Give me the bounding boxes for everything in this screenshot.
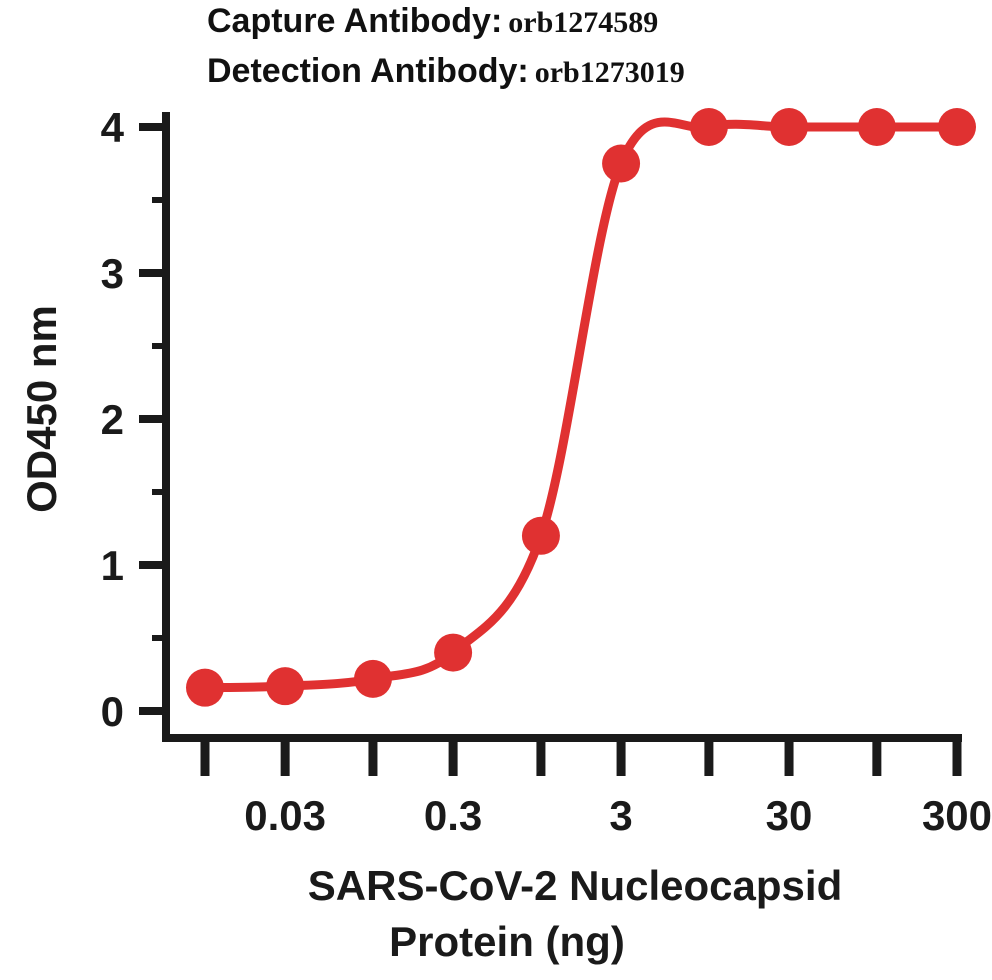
y-tick-label: 4 [101,104,125,151]
y-axis-ticks: 0 1 2 3 4 [101,104,166,735]
detection-antibody-label: Detection Antibody: [207,52,529,90]
y-tick-label: 0 [101,688,124,735]
capture-antibody-label: Capture Antibody: [207,2,503,40]
x-tick-label: 30 [766,792,813,839]
x-tick-label: 3 [609,792,632,839]
data-point [602,144,641,183]
capture-antibody-line: Capture Antibody: orb1274589 [207,2,658,41]
data-point [770,108,809,146]
y-tick-label: 2 [101,396,124,443]
y-tick-label: 1 [101,542,124,589]
detection-antibody-line: Detection Antibody: orb1273019 [207,52,685,91]
capture-antibody-value: orb1274589 [508,6,659,39]
x-tick-label: 300 [922,792,992,839]
x-tick-label: 0.3 [424,792,482,839]
series-line [200,117,962,693]
data-point [186,668,224,707]
x-tick-label: 0.03 [244,792,326,839]
data-point [521,516,560,555]
y-axis-label: OD450 nm [18,305,65,513]
axis-labels: OD450 nm SARS-CoV-2 Nucleocapsid Protein… [18,305,842,965]
x-axis-label-line-1: SARS-CoV-2 Nucleocapsid [308,862,842,909]
x-axis-ticks: 0.03 0.3 3 30 300 [200,738,992,839]
series-group [186,108,976,707]
data-point [353,659,392,698]
data-point [857,108,896,146]
data-point [689,108,728,146]
data-point [938,108,976,146]
x-axis-label-line-2: Protein (ng) [389,918,625,965]
detection-antibody-value: orb1273019 [534,56,685,89]
data-point [434,633,473,672]
data-point [266,667,305,706]
axes [162,112,962,742]
y-tick-label: 3 [101,250,124,297]
